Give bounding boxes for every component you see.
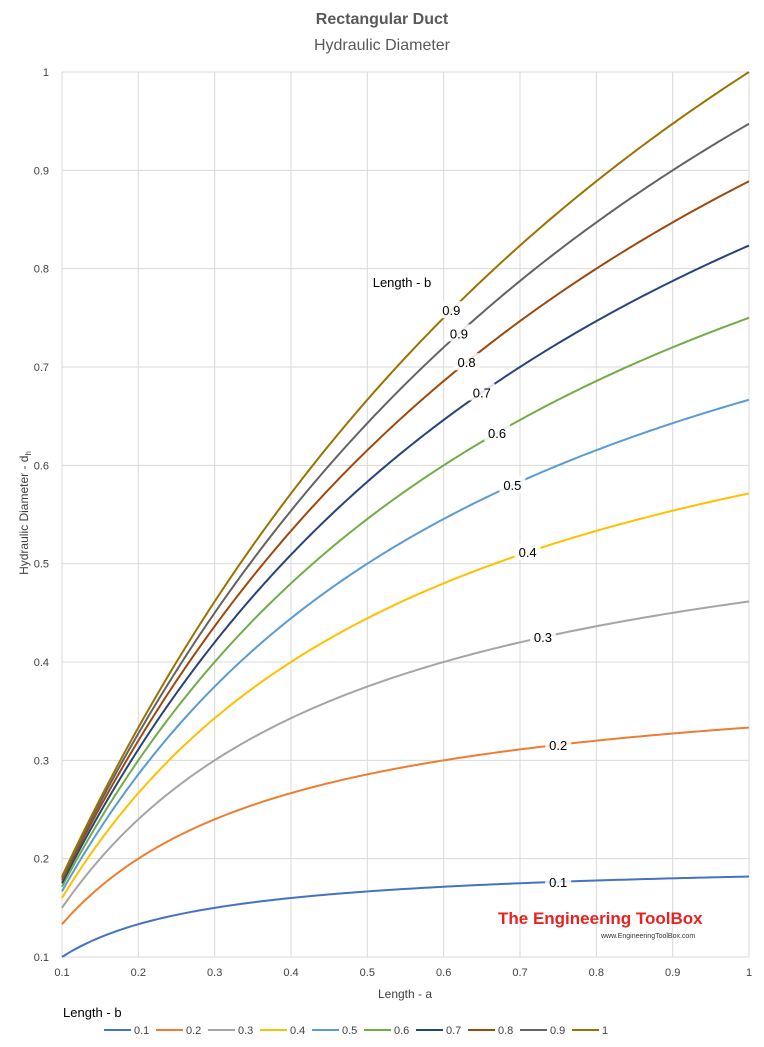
y-tick-label: 0.9: [34, 165, 49, 177]
curve-label-text: 0.8: [458, 355, 476, 370]
curve-label-text: 0.5: [503, 478, 521, 493]
curve-label-0-8: 0.8: [453, 353, 480, 371]
series-line-1: [61, 71, 750, 877]
watermark-title: The Engineering ToolBox: [498, 909, 703, 928]
curve-label-0-1: 0.1: [545, 872, 572, 890]
y-tick-label: 0.6: [34, 460, 49, 472]
watermark: The Engineering ToolBox www.EngineeringT…: [498, 909, 703, 940]
legend-item: 0.9: [520, 1025, 565, 1037]
y-tick-label: 0.4: [34, 657, 49, 669]
curve-label-0-7: 0.7: [468, 383, 495, 401]
series-line-0-7: [61, 244, 750, 884]
y-tick-labels: 0.1 0.2 0.3 0.4 0.5 0.6 0.7 0.8 0.9 1: [34, 67, 49, 964]
curve-label-0-6: 0.6: [484, 423, 511, 441]
y-tick-label: 1: [43, 67, 49, 79]
series-line-0-5: [61, 398, 750, 892]
watermark-url: www.EngineeringToolBox.com: [600, 933, 695, 940]
gridlines: [61, 71, 750, 958]
legend-label: 0.4: [290, 1025, 305, 1037]
y-tick-label: 0.1: [34, 952, 49, 964]
x-tick-label: 0.8: [589, 967, 604, 979]
curve-label-halo: [514, 543, 541, 561]
series-line-0-1: [61, 875, 750, 958]
legend-item: 0.5: [312, 1025, 357, 1037]
series-line-0-4: [61, 492, 750, 899]
legend-item: 0.8: [468, 1025, 513, 1037]
curve-label-halo: [445, 324, 472, 342]
series-line-0-2: [61, 726, 750, 925]
legend-label: 0.7: [446, 1025, 461, 1037]
series-curve-labels: 0.1 0.2 0.3 0.4 0.5 0.6 0.7 0.8 0.9 0.9: [438, 301, 572, 890]
legend-item: 0.1: [104, 1025, 149, 1037]
series-line-0-6: [61, 316, 750, 888]
curve-label-halo: [545, 735, 572, 753]
y-axis-label-main: Hydraulic Diameter - d: [17, 456, 31, 575]
curve-label-text: 0.9: [442, 303, 460, 318]
legend-label: 0.8: [498, 1025, 513, 1037]
x-tick-label: 0.7: [512, 967, 527, 979]
legend-title: Length - b: [63, 1005, 122, 1020]
x-axis-label: Length - a: [378, 987, 432, 1001]
curve-label-text: 0.1: [549, 875, 567, 890]
legend-label: 0.5: [342, 1025, 357, 1037]
curve-label-halo: [484, 423, 511, 441]
curve-label-0-9: 0.9: [445, 324, 472, 342]
legend-item: 0.6: [364, 1025, 409, 1037]
legend-label: 0.1: [134, 1025, 149, 1037]
curve-label-halo: [453, 353, 480, 371]
chart-subtitle: Hydraulic Diameter: [314, 37, 451, 54]
legend-item: 0.2: [156, 1025, 201, 1037]
x-tick-label: 0.9: [665, 967, 680, 979]
x-tick-label: 0.5: [360, 967, 375, 979]
x-tick-label: 0.4: [283, 967, 298, 979]
y-tick-label: 0.2: [34, 854, 49, 866]
curve-label-text: 0.7: [473, 385, 491, 400]
legend-item: 0.4: [260, 1025, 305, 1037]
series-line-0-3: [61, 600, 750, 909]
series-line-0-8: [61, 180, 750, 881]
chart-title: Rectangular Duct: [316, 11, 449, 28]
legend-item: 1: [572, 1025, 608, 1037]
curve-annotation-title: Length - b: [373, 275, 432, 290]
legend-label: 1: [602, 1025, 608, 1037]
curve-label-0-4: 0.4: [514, 543, 541, 561]
curve-label-0-3: 0.3: [529, 628, 556, 646]
curve-label-halo: [499, 476, 526, 494]
curve-label-text: 0.6: [488, 426, 506, 441]
curve-label-text: 0.3: [534, 630, 552, 645]
legend-label: 0.6: [394, 1025, 409, 1037]
y-tick-label: 0.8: [34, 264, 49, 276]
legend-item: 0.7: [416, 1025, 461, 1037]
legend-item: 0.3: [208, 1025, 253, 1037]
curve-label-text: 0.4: [519, 545, 537, 560]
x-tick-label: 0.6: [436, 967, 451, 979]
y-tick-label: 0.3: [34, 755, 49, 767]
legend-label: 0.2: [186, 1025, 201, 1037]
y-axis-label: Hydraulic Diameter - dh: [17, 451, 33, 575]
y-axis-label-subscript: h: [24, 451, 33, 455]
x-tick-label: 0.1: [54, 967, 69, 979]
curve-label-text: 0.2: [549, 738, 567, 753]
x-tick-label: 0.3: [207, 967, 222, 979]
curve-label-0-2: 0.2: [545, 735, 572, 753]
x-tick-label: 1: [746, 967, 752, 979]
x-tick-labels: 0.1 0.2 0.3 0.4 0.5 0.6 0.7 0.8 0.9 1: [54, 967, 752, 979]
curve-label-1: 0.9: [438, 301, 465, 319]
curve-label-halo: [529, 628, 556, 646]
curve-label-halo: [468, 383, 495, 401]
series-line-0-9: [61, 122, 750, 879]
series-curves: [61, 71, 750, 958]
legend-label: 0.9: [550, 1025, 565, 1037]
legend: 0.1 0.2 0.3 0.4 0.5 0.6 0.7 0.8 0.9 1: [104, 1025, 608, 1037]
legend-label: 0.3: [238, 1025, 253, 1037]
curve-label-halo: [438, 301, 465, 319]
curve-label-halo: [545, 872, 572, 890]
y-tick-label: 0.7: [34, 362, 49, 374]
x-tick-label: 0.2: [131, 967, 146, 979]
y-tick-label: 0.5: [34, 559, 49, 571]
curve-label-text: 0.9: [450, 326, 468, 341]
curve-label-0-5: 0.5: [499, 476, 526, 494]
